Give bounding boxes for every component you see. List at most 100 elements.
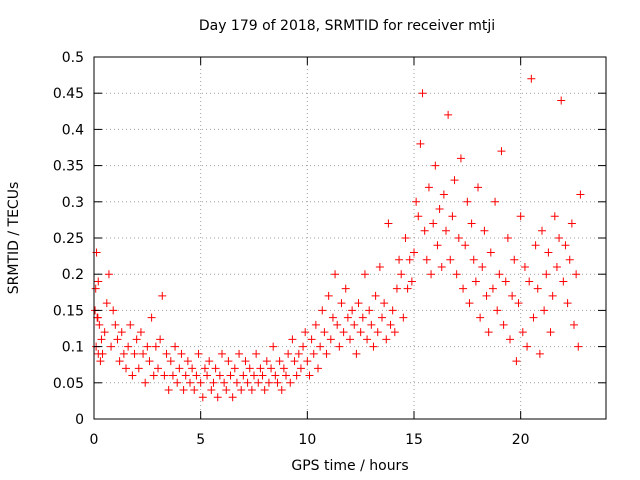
data-point	[237, 386, 246, 395]
data-point	[115, 357, 124, 366]
data-point	[384, 219, 393, 228]
data-point	[284, 349, 293, 358]
data-point	[356, 328, 365, 337]
data-point	[282, 371, 290, 380]
data-point	[555, 234, 564, 242]
data-point	[378, 313, 386, 322]
data-point	[388, 306, 397, 315]
data-point	[410, 248, 418, 257]
data-point	[143, 342, 152, 351]
x-axis-title: GPS time / hours	[291, 458, 408, 474]
data-point	[446, 255, 455, 264]
data-point	[154, 364, 162, 373]
data-point	[339, 328, 348, 337]
data-point	[318, 306, 327, 315]
data-point	[275, 357, 284, 366]
data-point	[320, 328, 329, 337]
data-point	[369, 342, 378, 351]
data-point	[367, 320, 376, 329]
data-point	[271, 371, 280, 380]
data-point	[544, 248, 553, 257]
data-point	[183, 357, 192, 366]
data-point	[93, 313, 102, 322]
data-point	[294, 349, 303, 358]
data-point	[471, 277, 480, 286]
data-point	[380, 299, 389, 308]
data-point	[538, 226, 546, 235]
data-point	[435, 205, 444, 214]
x-tick-label: 15	[405, 432, 423, 448]
data-point	[412, 197, 421, 206]
data-point	[286, 378, 295, 387]
data-point	[533, 284, 542, 293]
data-point	[192, 371, 201, 380]
data-point	[416, 139, 425, 148]
data-point	[247, 386, 256, 395]
data-point	[279, 364, 288, 373]
data-point	[542, 270, 551, 279]
data-point	[333, 320, 342, 329]
data-point	[563, 299, 572, 308]
data-point	[95, 320, 104, 329]
data-point	[309, 349, 318, 358]
data-point	[512, 357, 521, 366]
data-point	[113, 335, 122, 344]
data-point	[220, 378, 229, 387]
data-point	[241, 357, 250, 366]
data-point	[559, 277, 568, 286]
data-point	[480, 226, 489, 235]
data-points	[91, 74, 585, 402]
data-point	[476, 313, 485, 322]
data-point	[360, 270, 369, 279]
data-point	[427, 270, 436, 279]
data-point	[531, 241, 540, 250]
data-point	[134, 364, 143, 373]
data-point	[307, 335, 316, 344]
data-point	[429, 219, 438, 228]
data-point	[510, 255, 519, 264]
data-point	[493, 306, 502, 315]
data-point	[557, 96, 566, 105]
data-point	[181, 371, 190, 380]
data-point	[331, 270, 340, 279]
data-point	[119, 349, 128, 358]
data-point	[91, 284, 100, 293]
data-point	[514, 299, 523, 308]
data-point	[109, 306, 118, 315]
data-point	[395, 255, 404, 264]
data-point	[386, 320, 395, 329]
data-point	[156, 335, 165, 344]
data-point	[198, 393, 207, 402]
data-point	[452, 270, 461, 279]
data-point	[405, 255, 414, 264]
data-point	[168, 371, 177, 380]
data-point	[350, 320, 359, 329]
data-point	[418, 89, 427, 98]
data-point	[463, 197, 472, 206]
data-point	[358, 313, 367, 322]
y-tick-label: 0.3	[62, 195, 84, 211]
data-point	[552, 262, 561, 271]
data-point	[576, 190, 585, 199]
data-point	[111, 320, 120, 329]
data-point	[337, 299, 346, 308]
data-point	[572, 270, 581, 279]
data-point	[130, 349, 139, 358]
data-point	[431, 161, 440, 170]
data-point	[474, 183, 482, 192]
x-tick-label: 5	[196, 432, 205, 448]
data-point	[484, 328, 493, 337]
data-point	[104, 270, 113, 279]
data-point	[190, 386, 199, 395]
data-point	[194, 349, 203, 358]
data-point	[363, 335, 372, 344]
data-point	[299, 342, 308, 351]
data-point	[166, 357, 175, 366]
y-tick-label: 0.45	[53, 86, 84, 102]
data-point	[523, 342, 532, 351]
data-point	[486, 248, 495, 257]
data-point	[382, 335, 391, 344]
data-point	[209, 378, 218, 387]
data-point	[444, 110, 453, 119]
